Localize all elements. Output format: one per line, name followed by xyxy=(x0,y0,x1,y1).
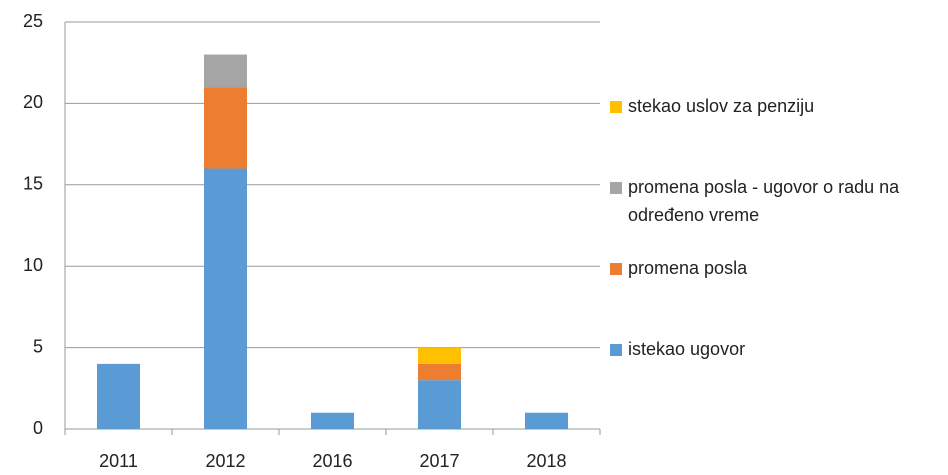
bar-segment xyxy=(418,363,461,381)
legend-swatch xyxy=(610,101,622,113)
bar-segment xyxy=(418,380,461,429)
x-tick-label: 2016 xyxy=(312,451,352,471)
y-tick-label: 25 xyxy=(23,11,43,31)
legend-swatch xyxy=(610,263,622,275)
y-tick-label: 20 xyxy=(23,92,43,112)
y-tick-label: 0 xyxy=(33,418,43,438)
bar-segment xyxy=(311,412,354,429)
bar-segment xyxy=(204,87,247,169)
bar-segment xyxy=(97,363,140,429)
legend-label: promena posla - ugovor o radu na određeno… xyxy=(628,177,900,225)
legend-label: promena posla xyxy=(628,258,748,278)
legend-swatch xyxy=(610,182,622,194)
bar-segment xyxy=(418,347,461,364)
legend-swatch xyxy=(610,344,622,356)
bar-segment xyxy=(204,54,247,88)
x-tick-label: 2011 xyxy=(99,451,138,471)
y-tick-label: 15 xyxy=(23,174,43,194)
legend-label: istekao ugovor xyxy=(628,339,745,359)
legend-label: stekao uslov za penziju xyxy=(628,96,814,116)
bar-segment xyxy=(204,168,247,429)
x-tick-label: 2012 xyxy=(205,451,245,471)
y-tick-label: 5 xyxy=(33,336,43,356)
x-tick-label: 2018 xyxy=(526,451,566,471)
y-tick-label: 10 xyxy=(23,255,43,275)
bar-segment xyxy=(525,412,568,429)
x-tick-label: 2017 xyxy=(419,451,459,471)
